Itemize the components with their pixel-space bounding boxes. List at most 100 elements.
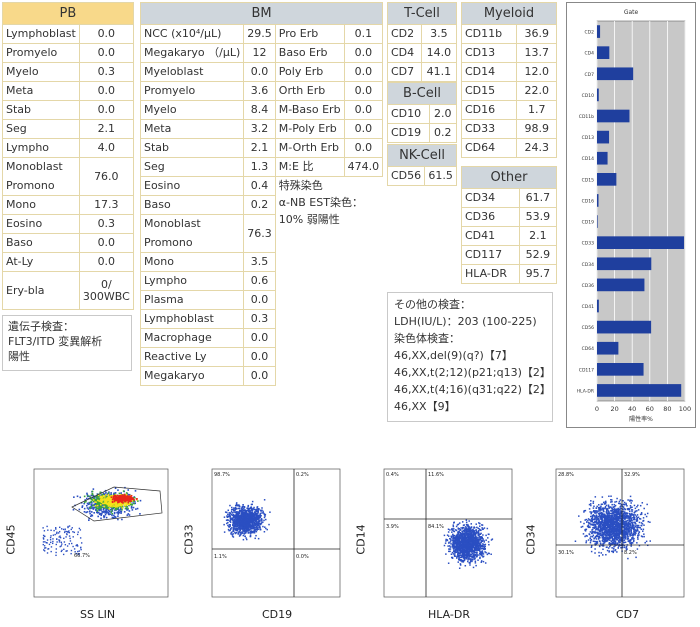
plot3-dot bbox=[454, 537, 457, 540]
plot4-dot bbox=[601, 534, 603, 537]
plot3-dot bbox=[474, 554, 477, 556]
pb-label: Promyelo bbox=[2, 43, 80, 63]
plot3-dot bbox=[467, 530, 469, 533]
plot2-dot bbox=[255, 528, 257, 531]
plot2-dot bbox=[230, 533, 232, 535]
plot1-dot bbox=[105, 494, 107, 496]
plot3-dot bbox=[485, 534, 487, 537]
plot1-dot bbox=[118, 495, 121, 498]
plot1-dot bbox=[126, 499, 129, 502]
plot1-dot bbox=[81, 506, 84, 509]
plot2-dot bbox=[242, 512, 244, 515]
plot1-dot bbox=[102, 498, 105, 500]
plot1-dot bbox=[105, 509, 108, 511]
plot1-dot bbox=[74, 551, 76, 553]
plot4-dot bbox=[627, 557, 629, 560]
plot4-dot bbox=[615, 525, 617, 527]
plot3-dot bbox=[475, 523, 477, 525]
plot3-dot bbox=[457, 523, 460, 526]
other-row: CD34 61.7 bbox=[461, 188, 558, 208]
plot2-dot bbox=[237, 528, 239, 531]
plot1-dot bbox=[64, 530, 66, 532]
plot3-dot bbox=[460, 545, 462, 548]
myeloid-value: 13.7 bbox=[516, 43, 557, 63]
plot3-dot bbox=[453, 550, 455, 553]
plot1-dot bbox=[94, 504, 97, 507]
plot1-dot bbox=[92, 498, 95, 500]
plot1-dot bbox=[111, 495, 113, 498]
plot3-dot bbox=[464, 534, 467, 537]
plot3-dot bbox=[456, 549, 458, 552]
plot3-dot bbox=[468, 535, 471, 537]
plot3-dot bbox=[470, 536, 472, 538]
plot2-dot bbox=[262, 512, 265, 514]
plot4-dot bbox=[586, 525, 589, 528]
pb-label: Myelo bbox=[2, 62, 80, 82]
plot1-dot bbox=[108, 491, 110, 493]
plot3-dot bbox=[457, 533, 459, 535]
plot3-dot bbox=[454, 551, 457, 554]
plot1-dot bbox=[109, 502, 111, 505]
plot2-dot bbox=[252, 530, 254, 533]
plot3-dot bbox=[449, 538, 452, 540]
gate-category-label: CD7 bbox=[585, 72, 595, 78]
plot3-dot bbox=[475, 544, 478, 547]
plot4-dot bbox=[603, 533, 605, 535]
plot2-dot bbox=[232, 536, 235, 538]
plot1-dot bbox=[78, 553, 80, 556]
gate-bar bbox=[597, 320, 652, 334]
bcell-value: 2.0 bbox=[428, 104, 458, 124]
plot3-dot bbox=[474, 535, 477, 537]
plot1-dot bbox=[42, 527, 44, 529]
plot4-dot bbox=[618, 541, 620, 544]
plot1-dot bbox=[107, 505, 110, 507]
pb-label: Stab bbox=[2, 100, 80, 120]
plot2-dot bbox=[228, 515, 231, 518]
plot3-dot bbox=[462, 526, 465, 529]
plot2-q3-pct: 1.1% bbox=[214, 554, 227, 560]
plot3-dot bbox=[467, 560, 469, 563]
plot2-dot bbox=[254, 511, 256, 513]
plot1-dot bbox=[91, 496, 94, 499]
plot4-dot bbox=[633, 537, 635, 540]
plot2-dot bbox=[245, 537, 247, 539]
plot3-dot bbox=[460, 559, 462, 562]
plot2-dot bbox=[244, 515, 246, 518]
plot3-dot bbox=[469, 564, 471, 566]
plot3-dot bbox=[456, 544, 458, 547]
plot4-dot bbox=[610, 506, 612, 508]
bm-value: 1.3 bbox=[243, 157, 276, 177]
bcell-label: CD10 bbox=[387, 104, 430, 124]
plot2-q2-pct: 0.2% bbox=[296, 472, 309, 478]
plot1-dot bbox=[72, 531, 74, 533]
bm-erb-value: 0.0 bbox=[343, 62, 384, 82]
plot2-dot bbox=[234, 509, 236, 512]
plot2-dot bbox=[225, 519, 228, 521]
plot4-dot bbox=[611, 513, 614, 515]
plot1-dot bbox=[88, 517, 90, 520]
plot1-dot bbox=[116, 505, 118, 508]
plot3-dot bbox=[458, 542, 461, 544]
plot3-dot bbox=[469, 547, 472, 550]
plot3-dot bbox=[464, 532, 467, 534]
plot2-dot bbox=[239, 529, 241, 531]
plot2-dot bbox=[231, 535, 234, 537]
plot2-dot bbox=[248, 518, 251, 520]
plot2-dot bbox=[249, 515, 251, 517]
other-row: CD41 2.1 bbox=[461, 226, 558, 246]
plot1-gate-pct: 66.7% bbox=[74, 553, 90, 559]
plot1-dot bbox=[43, 547, 46, 549]
plot4-dot bbox=[623, 525, 626, 527]
plot2-dot bbox=[256, 524, 259, 526]
plot2-dot bbox=[259, 528, 262, 531]
plot4-dot bbox=[630, 517, 633, 519]
plot3-dot bbox=[458, 535, 460, 538]
plot3-svg: 0.4% 11.6%3.9% 84.1% bbox=[383, 468, 513, 598]
plot3-dot bbox=[481, 545, 483, 547]
plot4-dot bbox=[590, 538, 593, 541]
plot2-dot bbox=[255, 526, 257, 529]
plot2-dot bbox=[250, 511, 252, 514]
plot1-dot bbox=[101, 506, 104, 509]
plot1-dot bbox=[108, 497, 110, 500]
plot3-dot bbox=[463, 535, 466, 537]
